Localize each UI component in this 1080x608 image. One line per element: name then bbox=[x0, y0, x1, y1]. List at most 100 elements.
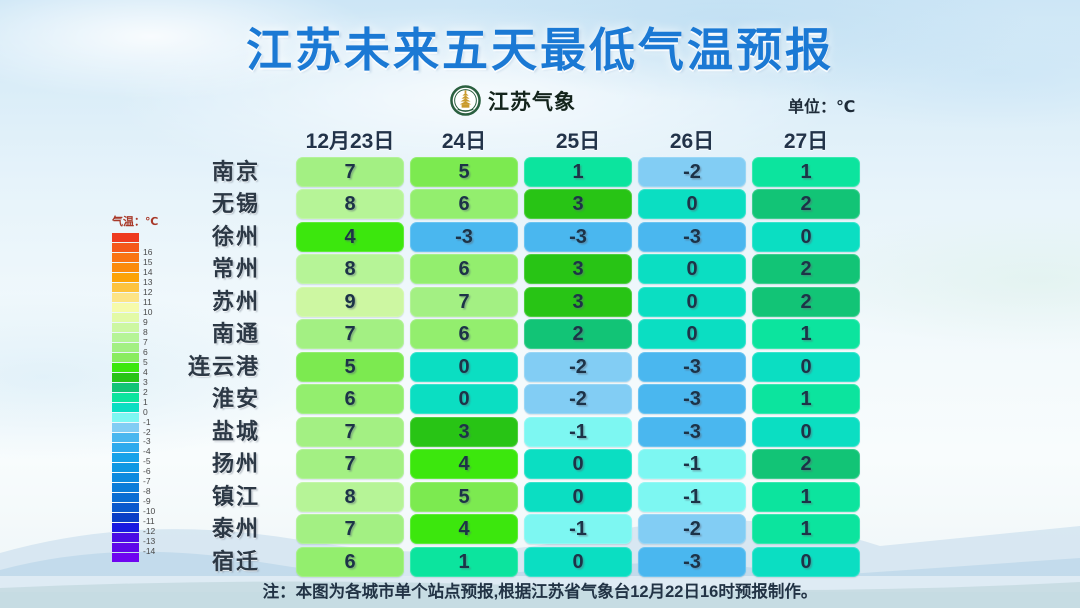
legend-row: 1 bbox=[112, 392, 148, 406]
legend-tick-label: 10 bbox=[143, 306, 153, 317]
legend-color-swatch bbox=[112, 552, 139, 562]
temp-cell: 2 bbox=[752, 286, 860, 317]
legend-tick-label: 5 bbox=[143, 356, 148, 367]
temp-cell: 2 bbox=[752, 254, 860, 284]
legend-row: 12 bbox=[112, 282, 152, 296]
legend-color-swatch bbox=[112, 312, 139, 323]
legend-color-swatch bbox=[112, 392, 139, 403]
legend-color-swatch bbox=[112, 382, 139, 393]
legend-tick-label: -9 bbox=[143, 496, 151, 507]
temp-cell: 0 bbox=[524, 546, 632, 577]
temp-cell: 5 bbox=[296, 351, 404, 382]
temp-cell: 5 bbox=[410, 156, 518, 187]
city-label: 淮安 bbox=[211, 386, 260, 411]
date-header: 27日 bbox=[783, 130, 829, 153]
legend-color-swatch bbox=[112, 252, 139, 263]
city-label: 宿迁 bbox=[211, 548, 260, 574]
legend-row: -9 bbox=[112, 492, 151, 505]
city-label: 盐城 bbox=[211, 418, 260, 444]
temp-cell: -3 bbox=[524, 221, 632, 252]
temp-cell: -1 bbox=[524, 514, 632, 544]
temp-cell: 4 bbox=[410, 449, 518, 479]
legend-tick-label: 0 bbox=[143, 406, 148, 417]
temp-cell: 3 bbox=[524, 254, 632, 284]
footer-note: 注：本图为各城市单个站点预报,根据江苏省气象台12月22日16时预报制作。 bbox=[262, 583, 818, 601]
legend-tick-label: 4 bbox=[143, 366, 148, 377]
temp-cell: -1 bbox=[638, 449, 746, 479]
legend-color-swatch bbox=[112, 402, 139, 413]
legend-row: 3 bbox=[112, 372, 148, 386]
temp-cell: 0 bbox=[410, 384, 518, 414]
legend-tick-label: 12 bbox=[143, 286, 153, 297]
legend-tick-label: 11 bbox=[143, 296, 152, 307]
temp-cell: 0 bbox=[752, 546, 860, 577]
legend-row: 7 bbox=[112, 332, 148, 346]
legend-row: -2 bbox=[112, 422, 151, 436]
temp-cell: 6 bbox=[410, 319, 518, 349]
temp-cell: 2 bbox=[524, 319, 632, 349]
legend-color-swatch bbox=[112, 432, 139, 442]
forecast-grid: 12月23日 24日 25日 26日 27日 南京 7 5 1 -2 1 无锡 8 6 3 0 2 徐州 4 -3 -3… bbox=[122, 129, 860, 577]
legend-tick-label: 2 bbox=[143, 386, 148, 397]
temp-cell: 0 bbox=[524, 449, 632, 479]
temp-cell: 0 bbox=[638, 254, 746, 284]
temp-cell: 7 bbox=[296, 416, 404, 447]
brand-name: 江苏气象 bbox=[488, 90, 576, 114]
legend-color-swatch bbox=[112, 492, 139, 502]
legend-row: -7 bbox=[112, 472, 151, 485]
legend-tick-label: -6 bbox=[143, 466, 151, 477]
temp-cell: 7 bbox=[296, 319, 404, 349]
legend-blocks: 16 15 14 13 12 11 10 9 8 7 6 5 4 3 2 1 0 -1 -2 -3 -4 -5 -6 -7 -8… bbox=[112, 233, 158, 562]
legend-color-swatch bbox=[112, 522, 139, 532]
legend-tick-label: 3 bbox=[143, 376, 148, 387]
city-label: 镇江 bbox=[211, 483, 260, 509]
legend-row: -13 bbox=[112, 532, 155, 545]
temp-cell: 1 bbox=[752, 156, 860, 187]
temp-cell: 2 bbox=[752, 189, 860, 219]
temp-cell: 4 bbox=[296, 221, 404, 252]
date-header: 12月23日 bbox=[305, 130, 395, 153]
temp-cell: 4 bbox=[410, 514, 518, 544]
page-title: 江苏未来五天最低气温预报 bbox=[246, 24, 834, 76]
legend-tick-label: 15 bbox=[143, 256, 153, 267]
temp-cell: 7 bbox=[296, 449, 404, 479]
temp-cell: 0 bbox=[410, 351, 518, 382]
legend-color-swatch bbox=[112, 322, 139, 333]
temp-cell: 1 bbox=[410, 546, 518, 577]
temp-cell: 7 bbox=[296, 156, 404, 187]
legend-color-swatch bbox=[112, 482, 139, 492]
temp-cell: 8 bbox=[296, 189, 404, 219]
legend-color-swatch bbox=[112, 362, 139, 373]
legend-color-swatch bbox=[112, 332, 139, 343]
legend-color-swatch bbox=[112, 452, 139, 462]
legend-row: 8 bbox=[112, 322, 148, 336]
legend-row: 11 bbox=[112, 292, 152, 306]
legend-color-swatch bbox=[112, 302, 139, 313]
legend-color-swatch bbox=[112, 233, 139, 243]
temp-cell: 0 bbox=[638, 286, 746, 317]
legend-color-swatch bbox=[112, 542, 139, 552]
temp-cell: 1 bbox=[752, 481, 860, 512]
legend-row: 10 bbox=[112, 302, 152, 316]
legend-row: 13 bbox=[112, 272, 152, 286]
legend-color-swatch bbox=[112, 462, 139, 472]
legend-tick-label: -8 bbox=[143, 486, 151, 497]
city-label: 常州 bbox=[211, 256, 260, 281]
temp-cell: -3 bbox=[638, 416, 746, 447]
legend-row: 0 bbox=[112, 402, 148, 416]
legend-title: 气温：℃ bbox=[112, 216, 159, 228]
legend-tick-label: -4 bbox=[143, 446, 151, 457]
pagoda-emblem-icon bbox=[450, 85, 481, 116]
temp-cell: 7 bbox=[296, 514, 404, 544]
temp-cell: 0 bbox=[638, 319, 746, 349]
legend-row: -10 bbox=[112, 502, 155, 515]
legend-row: -14 bbox=[112, 542, 155, 555]
legend-tick-label: -7 bbox=[143, 476, 151, 487]
legend-tick-label: 7 bbox=[143, 336, 148, 347]
legend-color-swatch bbox=[112, 502, 139, 512]
temp-cell: 6 bbox=[410, 254, 518, 284]
temp-cell: -2 bbox=[524, 384, 632, 414]
temp-cell: 3 bbox=[524, 286, 632, 317]
legend-row: -6 bbox=[112, 462, 151, 475]
date-header: 26日 bbox=[669, 130, 715, 153]
